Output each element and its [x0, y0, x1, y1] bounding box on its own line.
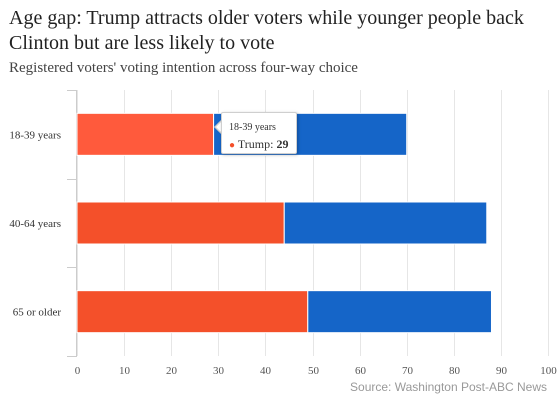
- bar-segment-trump: [76, 290, 309, 334]
- tooltip-value: 29: [276, 137, 289, 151]
- x-tick-label: 20: [166, 365, 178, 377]
- x-tick-label: 10: [119, 365, 131, 377]
- y-category-label: 40-64 years: [9, 218, 61, 230]
- chart-subtitle: Registered voters' voting intention acro…: [9, 60, 358, 76]
- bar-segment-trump: [76, 112, 215, 156]
- y-category-label: 65 or older: [13, 307, 62, 319]
- tooltip-arrow-inner: [216, 121, 222, 133]
- category-axis: 18-39 years 40-64 years 65 or older: [9, 90, 77, 357]
- x-tick-label: 50: [308, 365, 320, 377]
- bar-segment-trump: [76, 201, 285, 245]
- x-tick-label: 100: [540, 365, 557, 377]
- y-category-label: 18-39 years: [9, 129, 61, 141]
- tooltip-series-dot: ●: [229, 140, 236, 151]
- tooltip-series-name: Trump: [237, 137, 271, 151]
- bar-segment-series-2: [283, 201, 488, 245]
- x-tick-label: 80: [449, 365, 461, 377]
- x-tick-label: 90: [496, 365, 508, 377]
- source-credit: Source: Washington Post-ABC News: [350, 380, 547, 394]
- x-tick-label: 40: [260, 365, 272, 377]
- x-tick-label: 60: [355, 365, 367, 377]
- tooltip: 18-39 years ● Trump: 29: [221, 112, 297, 154]
- bar-segment-series-2: [307, 290, 492, 334]
- x-tick-label: 70: [402, 365, 414, 377]
- tooltip-category: 18-39 years: [229, 122, 276, 133]
- chart-title: Age gap: Trump attracts older voters whi…: [9, 7, 524, 54]
- value-axis: 0 10 20 30 40 50 60 70 80 90 100: [75, 365, 558, 377]
- x-tick-label: 30: [213, 365, 225, 377]
- tooltip-row: ● Trump: 29: [229, 137, 289, 151]
- x-tick-label: 0: [75, 365, 81, 377]
